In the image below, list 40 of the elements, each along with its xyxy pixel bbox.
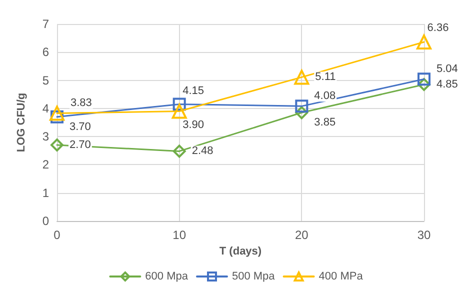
legend-label: 500 Mpa xyxy=(232,270,276,282)
legend-label: 600 Mpa xyxy=(145,270,189,282)
point xyxy=(416,34,432,50)
point xyxy=(172,144,186,158)
data-label: 4.08 xyxy=(314,90,336,102)
data-label: 6.36 xyxy=(427,22,449,34)
point xyxy=(172,98,186,111)
x-tick-label: 10 xyxy=(172,228,186,242)
data-label: 4.15 xyxy=(182,85,204,98)
y-tick-label: 3 xyxy=(42,130,50,144)
y-tick-label: 1 xyxy=(42,186,50,200)
data-label: 2.70 xyxy=(70,139,91,152)
data-label: 4.85 xyxy=(436,78,458,91)
data-label: 3.85 xyxy=(314,116,336,129)
data-label: 5.11 xyxy=(315,71,336,84)
data-label: 2.48 xyxy=(192,145,214,158)
data-label: 3.90 xyxy=(182,119,204,132)
y-tick-label: 6 xyxy=(42,45,50,60)
point xyxy=(294,70,310,85)
y-tick-label: 5 xyxy=(42,73,50,88)
y-tick-label: 2 xyxy=(42,158,50,172)
legend-label: 400 MPa xyxy=(318,270,364,282)
x-tick-label: 20 xyxy=(294,228,309,242)
data-label: 3.83 xyxy=(70,97,92,110)
y-tick-label: 7 xyxy=(42,17,50,31)
point xyxy=(172,104,187,119)
point xyxy=(295,100,308,113)
x-axis-title: T (days) xyxy=(219,245,262,258)
y-tick-label: 0 xyxy=(42,214,50,228)
point xyxy=(295,106,308,120)
y-axis-title: LOG CFU/g xyxy=(16,92,28,152)
point xyxy=(418,72,430,86)
point xyxy=(50,138,64,152)
x-tick-label: 30 xyxy=(417,228,431,242)
point xyxy=(418,78,430,92)
point xyxy=(50,106,64,121)
data-label: 5.04 xyxy=(436,63,458,76)
x-tick-label: 0 xyxy=(54,228,61,242)
data-label: 3.70 xyxy=(70,120,91,133)
y-tick-label: 4 xyxy=(42,101,50,116)
